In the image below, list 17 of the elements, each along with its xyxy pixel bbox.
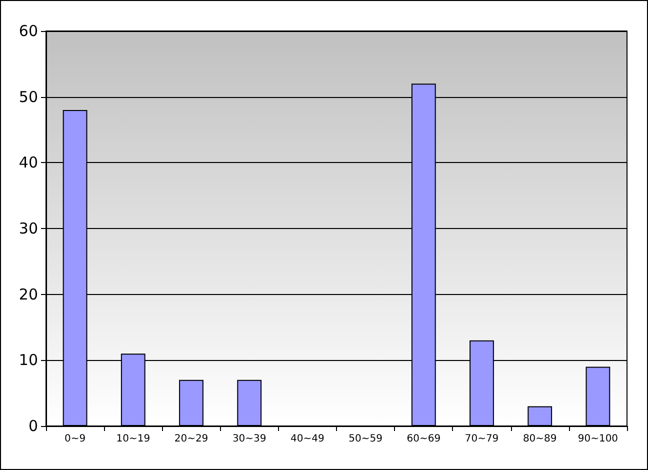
y-tick-label: 40 bbox=[18, 154, 38, 172]
y-tick-label: 0 bbox=[28, 417, 38, 435]
x-tick-label: 70~79 bbox=[464, 434, 499, 444]
x-tick-label: 30~39 bbox=[232, 434, 266, 444]
x-tick-label: 40~49 bbox=[290, 434, 324, 444]
x-tick-label: 80~89 bbox=[522, 434, 557, 444]
x-tick-label: 0~9 bbox=[64, 434, 86, 444]
x-tick-label: 10~19 bbox=[116, 434, 150, 444]
x-tick-label: 60~69 bbox=[406, 434, 441, 444]
y-tick-label: 50 bbox=[18, 88, 38, 106]
x-tick-label: 90~100 bbox=[578, 434, 618, 444]
x-tick-label: 50~59 bbox=[348, 434, 382, 444]
y-tick-label: 60 bbox=[18, 22, 38, 40]
x-tick-label: 20~29 bbox=[174, 434, 208, 444]
y-tick-label: 30 bbox=[18, 220, 38, 238]
y-tick-label: 10 bbox=[18, 351, 38, 370]
y-tick-label: 20 bbox=[18, 285, 38, 304]
